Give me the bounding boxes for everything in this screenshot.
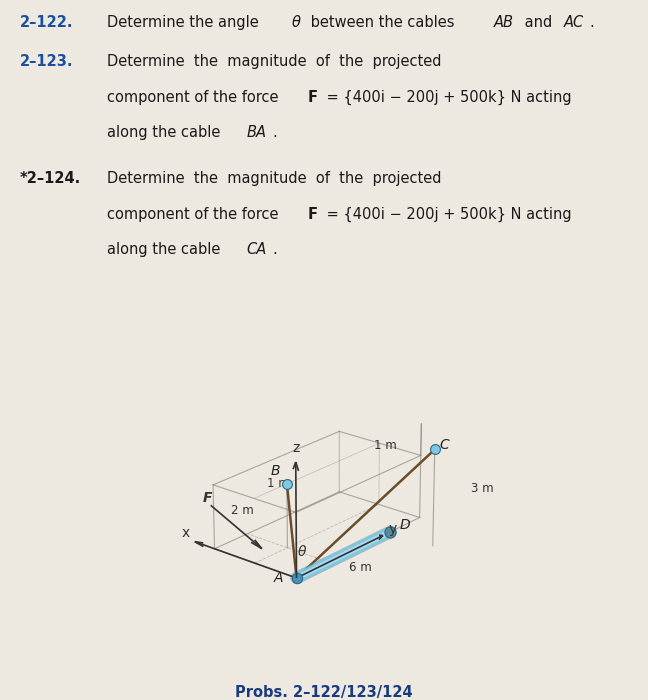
Text: *2–124.: *2–124. [19, 172, 81, 186]
Text: BA: BA [246, 125, 266, 140]
Text: 2–123.: 2–123. [19, 55, 73, 69]
Text: along the cable: along the cable [107, 125, 225, 140]
Text: component of the force: component of the force [107, 206, 283, 222]
Text: θ: θ [292, 15, 301, 30]
Text: 2–122.: 2–122. [19, 15, 73, 30]
Text: = {400i − 200j + 500k} N acting: = {400i − 200j + 500k} N acting [322, 90, 572, 105]
Text: .: . [272, 125, 277, 140]
Text: Determine  the  magnitude  of  the  projected: Determine the magnitude of the projected [107, 172, 441, 186]
Text: along the cable: along the cable [107, 242, 225, 257]
Text: Determine  the  magnitude  of  the  projected: Determine the magnitude of the projected [107, 55, 441, 69]
Text: .: . [590, 15, 594, 30]
Text: F: F [308, 206, 318, 222]
Text: = {400i − 200j + 500k} N acting: = {400i − 200j + 500k} N acting [322, 206, 572, 222]
Text: CA: CA [246, 242, 266, 257]
Text: F: F [308, 90, 318, 105]
Text: between the cables: between the cables [306, 15, 459, 30]
Text: AB: AB [494, 15, 514, 30]
Text: .: . [272, 242, 277, 257]
Text: Probs. 2–122/123/124: Probs. 2–122/123/124 [235, 685, 413, 699]
Text: and: and [520, 15, 557, 30]
Text: AC: AC [564, 15, 584, 30]
Text: component of the force: component of the force [107, 90, 283, 105]
Text: Determine the angle: Determine the angle [107, 15, 263, 30]
